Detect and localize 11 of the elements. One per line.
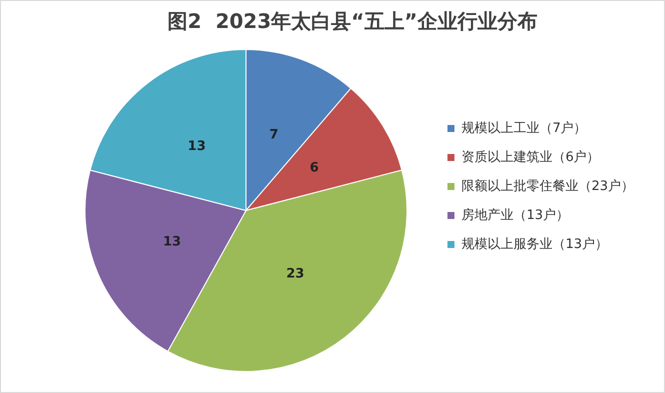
legend-label: 限额以上批零住餐业（23户）: [461, 178, 634, 194]
legend-label: 资质以上建筑业（6户）: [461, 150, 600, 165]
data-label: 7: [269, 127, 278, 142]
data-label: 13: [162, 234, 182, 250]
legend-label: 规模以上服务业（13户）: [461, 236, 608, 252]
legend-label: 房地产业（13户）: [461, 206, 570, 223]
data-label: 6: [310, 160, 319, 176]
legend-label: 规模以上工业（7户）: [461, 120, 587, 136]
data-label: 23: [286, 266, 304, 282]
data-label: 13: [188, 139, 206, 154]
chart-title: 图2 2023年太白县“五上”企业行业分布: [168, 9, 538, 34]
